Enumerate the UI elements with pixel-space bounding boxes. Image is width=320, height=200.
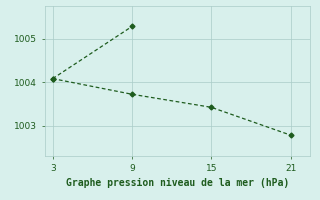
X-axis label: Graphe pression niveau de la mer (hPa): Graphe pression niveau de la mer (hPa) xyxy=(66,178,289,188)
